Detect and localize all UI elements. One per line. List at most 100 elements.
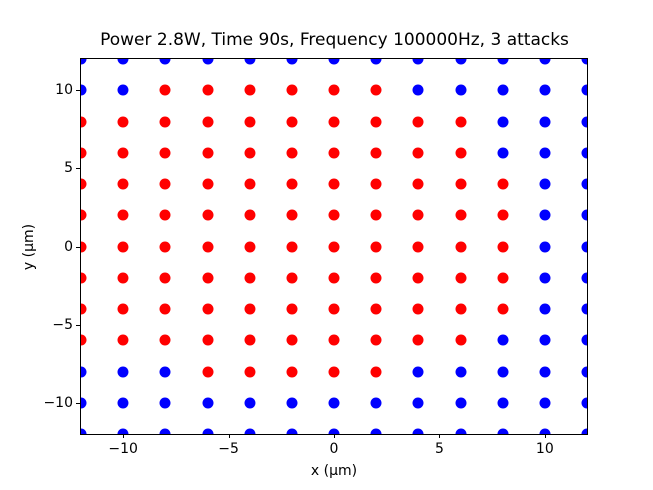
data-point [159, 303, 171, 315]
data-point [202, 241, 213, 252]
data-point [455, 272, 466, 284]
data-point [539, 397, 551, 409]
data-point [244, 241, 256, 252]
data-point [412, 272, 424, 284]
data-point [412, 428, 424, 434]
data-point [455, 303, 466, 315]
data-point [581, 59, 587, 65]
data-point [581, 116, 587, 127]
data-point [159, 366, 171, 377]
data-point [202, 397, 213, 409]
data-point [328, 397, 340, 409]
data-point [581, 366, 587, 377]
data-point [581, 147, 587, 159]
data-point [539, 147, 551, 159]
data-point [159, 272, 171, 284]
y-tick-label: 5 [64, 160, 73, 177]
data-point [412, 84, 424, 96]
data-point [412, 241, 424, 252]
x-tick [544, 434, 546, 438]
data-point [497, 272, 509, 284]
data-point [202, 147, 213, 159]
data-point [581, 209, 587, 221]
data-point [370, 303, 382, 315]
data-point [497, 84, 509, 96]
data-point [539, 366, 551, 377]
data-point [455, 334, 466, 346]
y-tick [76, 246, 80, 248]
y-tick [76, 324, 80, 326]
data-point [159, 116, 171, 127]
data-point [328, 334, 340, 346]
data-point [370, 397, 382, 409]
data-point [244, 147, 256, 159]
x-tick [439, 434, 441, 438]
data-point [117, 178, 129, 190]
data-point [370, 209, 382, 221]
data-point [159, 241, 171, 252]
data-point [244, 84, 256, 96]
data-point [370, 59, 382, 65]
data-point [581, 272, 587, 284]
data-point [455, 397, 466, 409]
data-point [412, 303, 424, 315]
data-point [286, 272, 298, 284]
data-point [581, 428, 587, 434]
data-point [328, 59, 340, 65]
x-tick [334, 434, 335, 438]
data-point [497, 428, 509, 434]
data-point [244, 116, 256, 127]
data-point [286, 59, 298, 65]
data-point [81, 428, 87, 434]
data-point [539, 84, 551, 96]
data-point [328, 84, 340, 96]
data-point [455, 428, 466, 434]
data-point [117, 334, 129, 346]
data-point [539, 116, 551, 127]
data-point [81, 334, 87, 346]
data-point [455, 84, 466, 96]
data-point [497, 303, 509, 315]
data-point [202, 84, 213, 96]
data-point [412, 116, 424, 127]
data-point [117, 303, 129, 315]
x-tick [228, 434, 230, 438]
x-tick-label: −10 [108, 441, 138, 457]
data-point [202, 428, 213, 434]
data-point [81, 303, 87, 315]
data-point [202, 366, 213, 377]
data-point [286, 241, 298, 252]
data-point [370, 334, 382, 346]
data-point [286, 147, 298, 159]
data-point [539, 428, 551, 434]
data-point [202, 334, 213, 346]
data-point [244, 209, 256, 221]
data-point [117, 272, 129, 284]
data-point [497, 334, 509, 346]
data-point [117, 397, 129, 409]
x-axis-label: x (μm) [310, 463, 358, 479]
data-point [286, 366, 298, 377]
data-point [117, 366, 129, 377]
data-point [286, 334, 298, 346]
data-point [202, 272, 213, 284]
data-point [539, 334, 551, 346]
data-point [539, 178, 551, 190]
data-point [328, 209, 340, 221]
data-point [286, 84, 298, 96]
data-point [117, 241, 129, 252]
data-point [328, 241, 340, 252]
data-point [244, 272, 256, 284]
data-point [81, 178, 87, 190]
data-point [581, 303, 587, 315]
data-point [497, 147, 509, 159]
data-point [497, 366, 509, 377]
data-point [81, 59, 87, 65]
data-point [370, 366, 382, 377]
data-point [497, 178, 509, 190]
data-point [412, 334, 424, 346]
data-point [328, 147, 340, 159]
data-point [159, 147, 171, 159]
data-point [81, 147, 87, 159]
